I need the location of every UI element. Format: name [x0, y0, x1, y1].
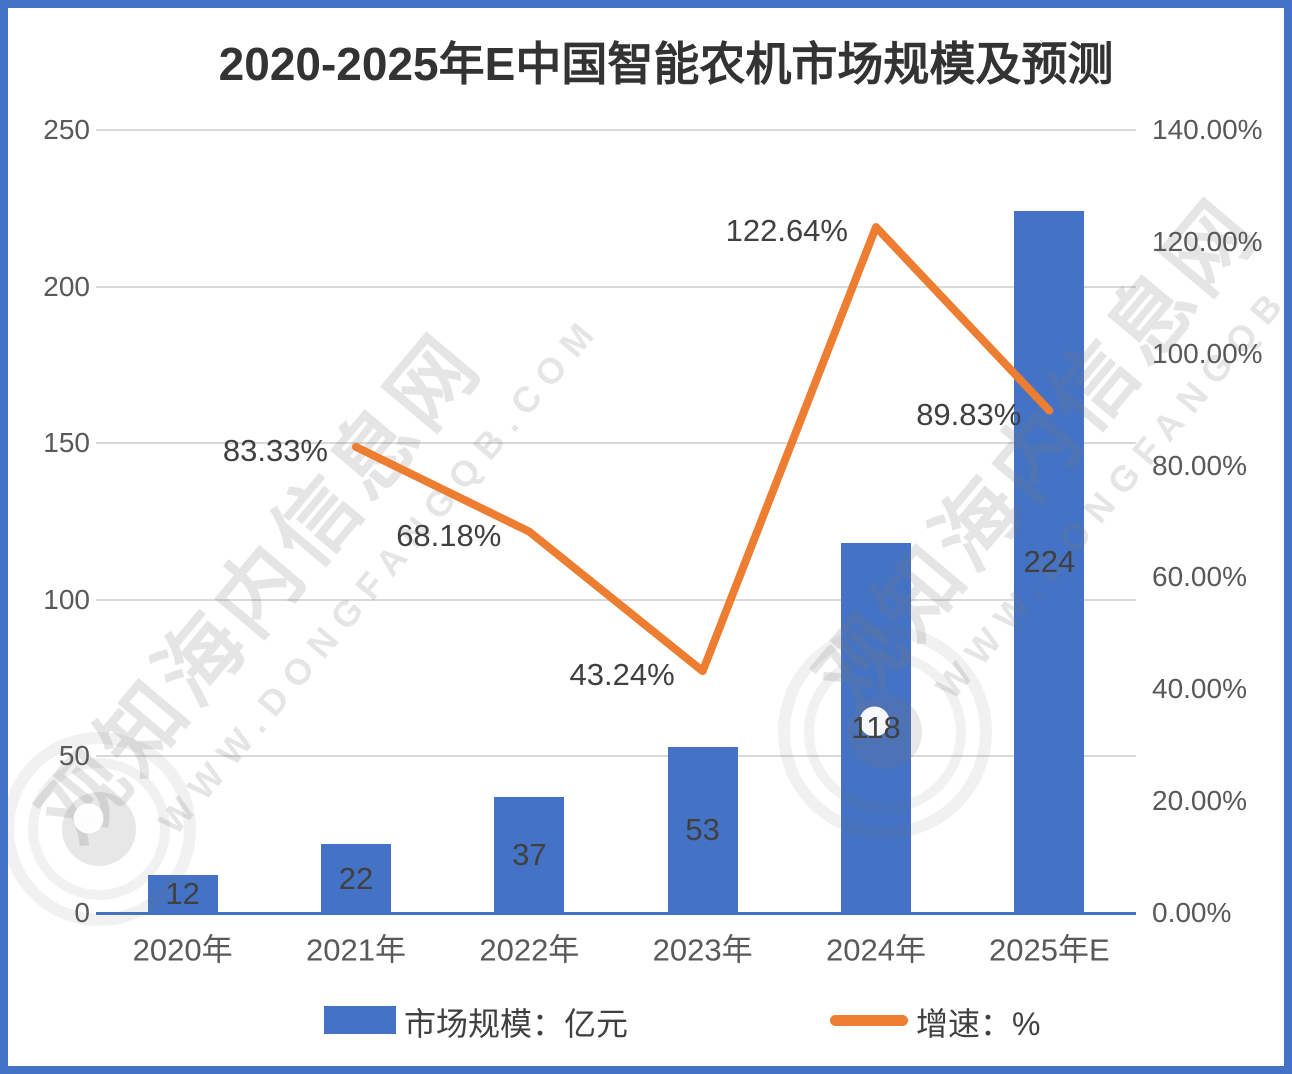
- x-axis-label: 2025年E: [989, 932, 1110, 968]
- gridline: [96, 129, 1136, 131]
- bar-value-label: 37: [512, 837, 547, 873]
- x-axis-line: [96, 912, 1136, 915]
- bar-value-label: 53: [685, 812, 720, 847]
- market-size-bar: [667, 747, 738, 913]
- growth-rate-label: 122.64%: [725, 213, 848, 249]
- bar-value-label: 224: [1023, 544, 1076, 580]
- growth-rate-label: 43.24%: [569, 657, 675, 693]
- market-size-bar: [321, 844, 391, 913]
- chart-title: 2020-2025年E中国智能农机市场规模及预测: [218, 38, 1114, 90]
- secondary-axis-tick-label: 20.00%: [1152, 785, 1247, 817]
- gridline: [96, 755, 1136, 758]
- bar-value-label: 118: [851, 710, 901, 746]
- growth-rate-label: 68.18%: [396, 517, 502, 553]
- bar-value-label: 22: [338, 860, 374, 896]
- bar-value-label: 12: [165, 876, 200, 912]
- secondary-axis-tick-label: 80.00%: [1152, 449, 1247, 481]
- secondary-axis-tick-label: 0.00%: [1152, 897, 1232, 928]
- growth-rate-label: 83.33%: [222, 432, 328, 468]
- secondary-axis-tick-label: 120.00%: [1152, 225, 1263, 257]
- market-size-bar: [494, 797, 565, 913]
- y-axis-tick-label: 0: [74, 897, 90, 928]
- y-axis-tick-label: 50: [58, 740, 90, 772]
- y-axis-tick-label: 250: [43, 114, 90, 145]
- secondary-axis-tick-label: 140.00%: [1152, 114, 1263, 145]
- x-axis-label: 2021年: [306, 932, 406, 968]
- gridline: [96, 598, 1136, 601]
- secondary-axis-tick-label: 40.00%: [1152, 673, 1247, 705]
- legend-bar-swatch: [324, 1006, 396, 1034]
- x-axis-label: 2024年: [826, 932, 926, 968]
- growth-rate-label: 89.83%: [916, 396, 1022, 432]
- y-axis-tick-label: 150: [43, 427, 90, 459]
- gridline: [96, 285, 1136, 288]
- legend-line-swatch: [830, 1015, 908, 1026]
- market-size-bar: [147, 875, 218, 913]
- secondary-axis-tick-label: 60.00%: [1152, 561, 1247, 593]
- y-axis-tick-label: 100: [43, 583, 90, 615]
- x-axis-label: 2022年: [479, 932, 580, 968]
- secondary-axis-tick-label: 100.00%: [1152, 337, 1263, 369]
- growth-line: [352, 223, 1054, 676]
- x-axis-label: 2020年: [132, 932, 233, 968]
- legend-bar-label: 市场规模：亿元: [404, 1006, 629, 1042]
- y-axis-tick-label: 200: [43, 270, 90, 302]
- legend-line-label: 增速：%: [916, 1006, 1041, 1042]
- x-axis-label: 2023年: [652, 932, 753, 968]
